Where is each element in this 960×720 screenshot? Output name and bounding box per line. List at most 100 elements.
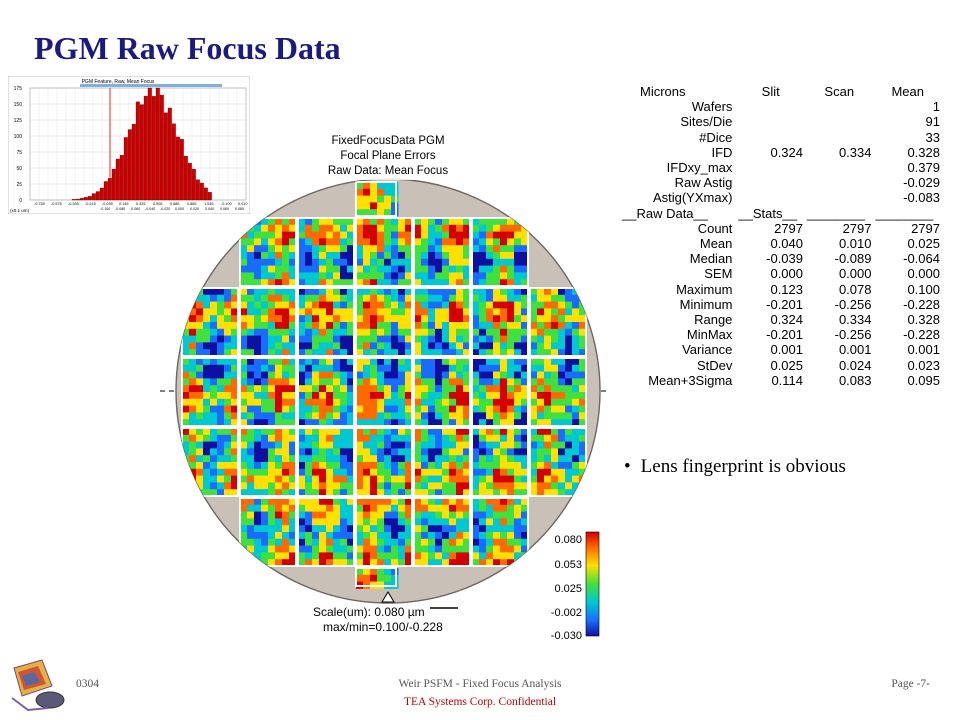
stats-cell-mean: 0.328 [907, 312, 940, 328]
stats-cell-scan: 0.024 [838, 357, 872, 373]
stats-cell-slit: -0.201 [766, 327, 804, 343]
exposure-field [355, 217, 413, 287]
histogram-x-tick: -0.100 [100, 207, 110, 211]
histogram-x-tick: -0.755 [34, 202, 45, 206]
stats-row: Minimum -0.201 -0.256 -0.228 [620, 297, 942, 312]
histogram-y-tick: 175 [14, 86, 23, 92]
stats-cell-slit: 0.123 [770, 281, 804, 297]
histogram-y-tick: 125 [14, 118, 23, 124]
stats-cell-mean: 33 [925, 129, 940, 145]
exposure-field [181, 357, 239, 427]
stats-row: Mean 0.040 0.010 0.025 [620, 236, 942, 251]
colorbar-label-1: 0.053 [554, 559, 582, 571]
colorbar-label-2: 0.025 [554, 583, 582, 595]
stats-cell-scan: 0.000 [838, 266, 872, 282]
bullet-icon: • [624, 456, 631, 477]
stats-cell-mean: -0.228 [903, 296, 940, 312]
histogram-x-tick: 0.505 [153, 202, 163, 206]
stats-row: IFDxy_max 0.379 [620, 160, 942, 175]
company-logo-icon [11, 659, 65, 712]
histogram-bar [155, 87, 160, 201]
stats-cell-slit [736, 99, 805, 114]
histogram-x-tick: 0.145 [119, 202, 129, 206]
histogram-x-tick: -0.575 [51, 202, 62, 206]
stats-cell-slit [736, 175, 805, 190]
colorbar-label-3: -0.002 [551, 607, 582, 619]
histogram-y-unit: (x0.1 um) [10, 208, 30, 213]
stats-cell-scan [805, 130, 873, 145]
histogram-bar [179, 139, 184, 201]
histogram-x-tick: 0.060 [220, 207, 229, 211]
histogram-x-tick: 0.010 [238, 202, 248, 206]
exposure-field [413, 357, 471, 427]
stats-cell-slit: 0.040 [770, 236, 804, 252]
stats-cell-label: Minimum [679, 296, 733, 312]
stats-cell-scan: ________ [807, 205, 865, 221]
stats-cell-slit [736, 160, 805, 175]
exposure-field [239, 497, 297, 567]
stats-cell-slit [736, 190, 805, 205]
wafer-scale-label: Scale(um): 0.080 µm [313, 605, 425, 619]
stats-header-slit: Slit [761, 84, 780, 99]
stats-cell-scan: 2797 [842, 220, 872, 236]
exposure-field [297, 357, 355, 427]
exposure-field [297, 497, 355, 567]
histogram-bar [95, 191, 100, 201]
histogram-x-tick: 0.685 [170, 202, 180, 206]
footer-date: 0304 [76, 678, 99, 690]
stats-cell-mean: -0.083 [903, 190, 940, 206]
stats-cell-scan: 0.010 [838, 236, 872, 252]
exposure-field [239, 217, 297, 287]
histogram-x-tick: 0.325 [136, 202, 146, 206]
stats-cell-scan [805, 160, 873, 175]
stats-cell-slit: 0.000 [770, 266, 804, 282]
histogram-x-tick: -0.395 [68, 202, 79, 206]
exposure-field [355, 181, 399, 217]
color-scale: 0.080 0.053 0.025 -0.002 -0.030 [551, 531, 600, 642]
histogram-title: PGM Feature, Raw, Mean Focus [82, 79, 155, 85]
exposure-field [297, 287, 355, 357]
histogram-bar [207, 192, 212, 201]
stats-cell-scan: -0.089 [834, 251, 872, 267]
stats-row: Variance 0.001 0.001 0.001 [620, 342, 942, 357]
stats-header-mean: Mean [891, 84, 924, 99]
stats-cell-mean: 2797 [911, 220, 940, 236]
stats-cell-label: Mean+3Sigma [648, 372, 733, 388]
stats-cell-label: __Raw Data__ [622, 205, 708, 221]
stats-cell-mean: 0.328 [907, 144, 940, 160]
histogram-bar [183, 156, 188, 201]
stats-row: StDev 0.025 0.024 0.023 [620, 358, 942, 373]
stats-row: Maximum 0.123 0.078 0.100 [620, 282, 942, 297]
stats-cell-label: Sites/Die [680, 114, 733, 130]
stats-cell-label: IFD [711, 144, 733, 160]
wafer-notch-icon [381, 591, 395, 603]
histogram-x-tick: 1.045 [204, 202, 214, 206]
footer-title: Weir PSFM - Fixed Focus Analysis [398, 678, 562, 690]
stats-cell-mean: 0.095 [907, 372, 940, 388]
stats-cell-mean: 1 [932, 99, 940, 115]
wafer-maxmin-label: max/min=0.100/-0.228 [323, 620, 443, 634]
histogram-bar [147, 87, 152, 201]
stats-cell-label: StDev [697, 357, 733, 373]
stats-cell-slit [736, 114, 805, 129]
histogram-x-tick: 0.020 [190, 207, 199, 211]
stats-cell-label: IFDxy_max [666, 160, 733, 176]
histogram-x-tick: -0.040 [145, 207, 155, 211]
colorbar-gradient [585, 531, 600, 637]
stats-cell-label: SEM [704, 266, 733, 282]
stats-cell-scan: -0.256 [834, 296, 872, 312]
stats-header-row: Microns Slit Scan Mean [620, 84, 942, 99]
stats-header-scan: Scan [824, 84, 855, 99]
stats-cell-label: #Dice [699, 129, 733, 145]
histogram-bar [111, 168, 116, 201]
stats-cell-label: Range [694, 312, 733, 328]
stats-cell-mean: ________ [875, 205, 934, 221]
slide-title: PGM Raw Focus Data [34, 30, 341, 66]
exposure-field [239, 427, 297, 497]
stats-cell-scan [805, 190, 873, 205]
stats-cell-slit: -0.039 [766, 251, 804, 267]
histogram-bar [151, 96, 156, 201]
histogram-x-tick: 0.080 [235, 207, 244, 211]
stats-cell-mean: -0.228 [903, 327, 940, 343]
stats-cell-scan: 0.083 [838, 372, 872, 388]
